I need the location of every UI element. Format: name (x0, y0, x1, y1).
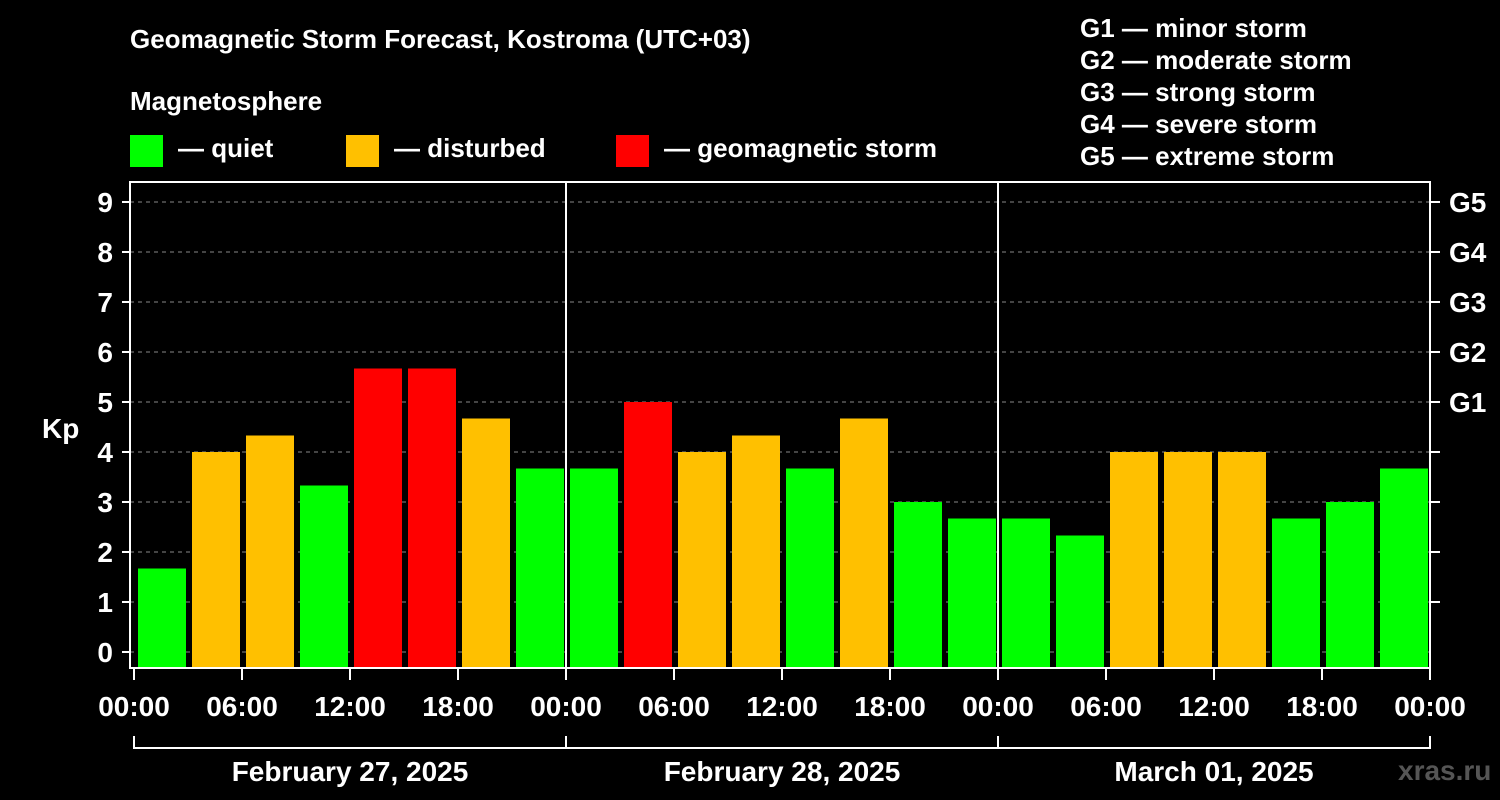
date-label-0: February 27, 2025 (232, 756, 469, 787)
bar-16 (1002, 518, 1050, 668)
right-axis-label-2: G3 (1449, 287, 1486, 318)
bar-18 (1110, 452, 1158, 668)
y-tick-label-2: 2 (97, 537, 113, 568)
right-axis-label-0: G1 (1449, 387, 1486, 418)
bar-10 (678, 452, 726, 668)
date-label-2: March 01, 2025 (1114, 756, 1313, 787)
y-tick-label-4: 4 (97, 437, 113, 468)
bar-0 (138, 568, 186, 668)
bar-15 (948, 518, 996, 668)
bar-9 (624, 402, 672, 668)
y-tick-label-8: 8 (97, 237, 113, 268)
x-tick-label-0: 00:00 (98, 691, 170, 722)
plot-border (129, 181, 1431, 669)
watermark: xras.ru (1398, 755, 1491, 786)
y-tick-label-6: 6 (97, 337, 113, 368)
bar-23 (1380, 468, 1428, 668)
bar-20 (1218, 452, 1266, 668)
bar-7 (516, 468, 564, 668)
right-axis-label-1: G2 (1449, 337, 1486, 368)
bar-6 (462, 418, 510, 668)
bar-1 (192, 452, 240, 668)
y-tick-label-1: 1 (97, 587, 113, 618)
x-tick-label-11: 18:00 (1286, 691, 1358, 722)
legend: — quiet — disturbed — geomagnetic storm (130, 133, 937, 167)
x-tick-label-7: 18:00 (854, 691, 926, 722)
bar-19 (1164, 452, 1212, 668)
x-tick-label-1: 06:00 (206, 691, 278, 722)
storm-scale-item-0: G1 — minor storm (1080, 13, 1307, 43)
y-tick-label-5: 5 (97, 387, 113, 418)
legend-label-2: — geomagnetic storm (664, 133, 937, 163)
storm-scale-item-4: G5 — extreme storm (1080, 141, 1334, 171)
y-tick-label-0: 0 (97, 637, 113, 668)
storm-scale-item-3: G4 — severe storm (1080, 109, 1317, 139)
x-tick-label-12: 00:00 (1394, 691, 1466, 722)
x-tick-label-5: 06:00 (638, 691, 710, 722)
x-tick-label-6: 12:00 (746, 691, 818, 722)
x-tick-label-3: 18:00 (422, 691, 494, 722)
bar-12 (786, 468, 834, 668)
bar-2 (246, 435, 294, 668)
x-tick-label-4: 00:00 (530, 691, 602, 722)
bar-13 (840, 418, 888, 668)
storm-scale-item-1: G2 — moderate storm (1080, 45, 1352, 75)
x-tick-label-9: 06:00 (1070, 691, 1142, 722)
x-tick-label-8: 00:00 (962, 691, 1034, 722)
legend-swatch-0 (130, 135, 163, 167)
date-labels: February 27, 2025 February 28, 2025 March … (133, 736, 1431, 787)
bars (138, 368, 1428, 668)
y-tick-label-7: 7 (97, 287, 113, 318)
legend-label-0: — quiet (178, 133, 274, 163)
bar-4 (354, 368, 402, 668)
legend-label-1: — disturbed (394, 133, 546, 163)
right-axis-label-4: G5 (1449, 187, 1486, 218)
storm-scale-item-2: G3 — strong storm (1080, 77, 1315, 107)
bar-5 (408, 368, 456, 668)
y-axis-label: Kp (42, 413, 79, 444)
x-tick-label-2: 12:00 (314, 691, 386, 722)
legend-swatch-1 (346, 135, 379, 167)
legend-title: Magnetosphere (130, 86, 322, 116)
y-tick-label-3: 3 (97, 487, 113, 518)
chart-title: Geomagnetic Storm Forecast, Kostroma (UT… (130, 24, 751, 54)
y-tick-label-9: 9 (97, 187, 113, 218)
x-axis: 00:00 06:00 12:00 18:00 00:00 06:00 12:00 18:00… (98, 668, 1466, 722)
x-tick-label-10: 12:00 (1178, 691, 1250, 722)
bar-3 (300, 485, 348, 668)
bar-14 (894, 502, 942, 668)
legend-swatch-2 (616, 135, 649, 167)
bar-8 (570, 468, 618, 668)
bar-11 (732, 435, 780, 668)
date-label-1: February 28, 2025 (664, 756, 901, 787)
right-axis: G1 G2 G3 G4 G5 (1430, 187, 1487, 603)
bar-22 (1326, 502, 1374, 668)
bar-17 (1056, 535, 1104, 668)
right-axis-label-3: G4 (1449, 237, 1487, 268)
y-axis: 0 1 2 3 4 5 6 7 8 9 (97, 187, 130, 668)
plot-frame (129, 181, 1431, 669)
bar-21 (1272, 518, 1320, 668)
